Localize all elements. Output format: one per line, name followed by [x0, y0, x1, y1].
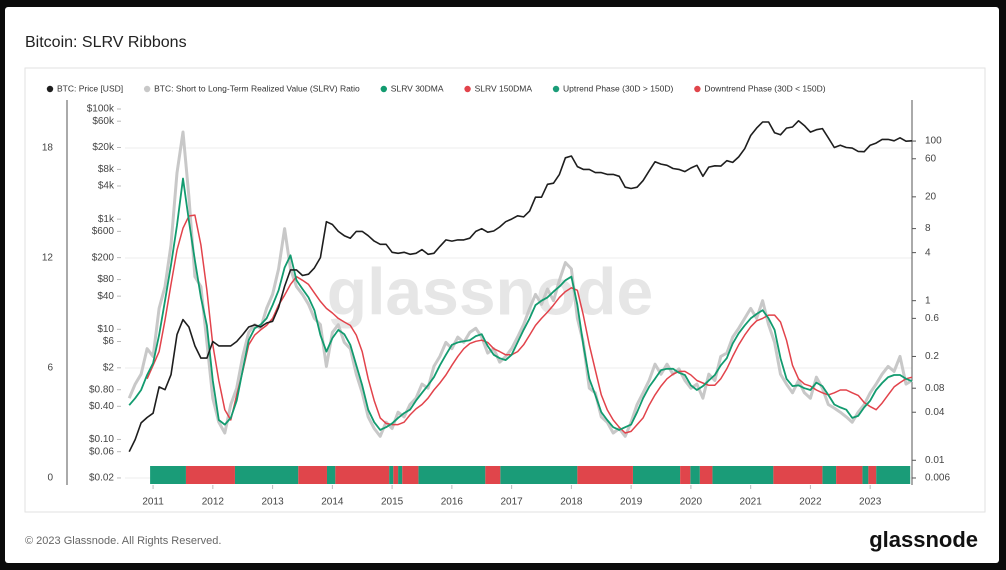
- legend-label: SLRV 150DMA: [475, 83, 533, 93]
- y-tick-label: $200: [92, 252, 115, 263]
- legend-marker: [143, 85, 151, 93]
- x-tick-label: 2023: [859, 497, 882, 508]
- phase-segment: [393, 466, 399, 484]
- x-tick-label: 2018: [560, 497, 583, 508]
- y-tick-label: $6: [103, 336, 115, 347]
- y3-tick-label: 6: [47, 363, 53, 374]
- phase-segment: [234, 466, 299, 484]
- y3-tick-label: 12: [42, 253, 54, 264]
- y-tick-label: $100k: [87, 104, 115, 115]
- phase-segment: [485, 466, 501, 484]
- y-tick-label: $8k: [98, 164, 115, 175]
- phase-segment: [500, 466, 578, 484]
- phase-segment: [862, 466, 869, 484]
- phase-segment: [298, 466, 327, 484]
- phase-segment: [335, 466, 390, 484]
- y2-tick-label: 0.006: [925, 473, 950, 484]
- chart: Bitcoin: SLRV Ribbons © 2023 Glassnode. …: [24, 34, 986, 552]
- x-tick-label: 2016: [441, 497, 464, 508]
- y2-tick-label: 0.08: [925, 383, 945, 394]
- x-tick-label: 2015: [381, 497, 404, 508]
- phase-segment: [185, 466, 235, 484]
- card: Bitcoin: SLRV Ribbons © 2023 Glassnode. …: [5, 7, 999, 563]
- series-line: [128, 120, 913, 453]
- phase-segment: [773, 466, 823, 484]
- y-tick-label: $10: [97, 324, 114, 335]
- y-tick-label: $0.80: [89, 384, 114, 395]
- y-tick-label: $2: [103, 362, 115, 373]
- phase-segment: [418, 466, 486, 484]
- phase-segment: [876, 466, 911, 484]
- legend-marker: [464, 85, 471, 93]
- x-tick-label: 2022: [799, 497, 822, 508]
- phase-segment: [632, 466, 681, 484]
- y-tick-label: $600: [92, 226, 115, 237]
- x-tick-label: 2019: [620, 497, 643, 508]
- logo: glassnode: [869, 527, 978, 552]
- legend-label: SLRV 30DMA: [391, 83, 444, 93]
- y-tick-label: $0.02: [89, 473, 114, 484]
- legend-label: Downtrend Phase (30D < 150D): [704, 83, 825, 93]
- y2-tick-label: 8: [925, 223, 931, 234]
- phase-segment: [690, 466, 700, 484]
- legend-marker: [694, 85, 701, 93]
- phase-segment: [398, 466, 403, 484]
- legend-marker: [380, 85, 387, 93]
- series-line: [128, 177, 913, 431]
- y3-tick-label: 18: [42, 143, 54, 154]
- series-line: [127, 130, 913, 438]
- y-tick-label: $1k: [98, 214, 115, 225]
- y2-tick-label: 0.2: [925, 351, 939, 362]
- y2-tick-label: 100: [925, 136, 942, 147]
- y-tick-label: $20k: [92, 142, 115, 153]
- y2-tick-label: 0.6: [925, 313, 939, 324]
- phase-segment: [822, 466, 837, 484]
- legend-label: Uptrend Phase (30D > 150D): [563, 83, 673, 93]
- legend-marker: [46, 85, 54, 93]
- y2-tick-label: 4: [925, 247, 931, 258]
- x-tick-label: 2011: [142, 497, 164, 508]
- phase-segment: [699, 466, 713, 484]
- series-line: [146, 214, 913, 434]
- x-tick-label: 2014: [321, 497, 344, 508]
- y-tick-label: $60k: [92, 116, 115, 127]
- footer: © 2023 Glassnode. All Rights Reserved.: [25, 535, 221, 547]
- phase-segment: [326, 466, 336, 484]
- y2-tick-label: 0.01: [925, 455, 945, 466]
- y-tick-label: $40: [97, 291, 114, 302]
- legend-label: BTC: Price [USD]: [57, 83, 123, 93]
- x-tick-label: 2017: [501, 497, 524, 508]
- phase-segment: [577, 466, 633, 484]
- y2-tick-label: 20: [925, 191, 937, 202]
- y3-tick-label: 0: [47, 473, 53, 484]
- y-tick-label: $0.06: [89, 446, 114, 457]
- phase-segment: [402, 466, 419, 484]
- y-tick-label: $80: [97, 274, 114, 285]
- x-tick-label: 2021: [740, 497, 763, 508]
- x-tick-label: 2013: [261, 497, 284, 508]
- phase-segment: [680, 466, 691, 484]
- y-tick-label: $4k: [98, 181, 115, 192]
- chart-title: Bitcoin: SLRV Ribbons: [25, 34, 187, 51]
- x-tick-label: 2012: [202, 497, 225, 508]
- watermark: glassnode: [327, 254, 653, 328]
- phase-segment: [868, 466, 877, 484]
- x-tick-label: 2020: [680, 497, 703, 508]
- chart-panel: [24, 67, 986, 513]
- y-tick-label: $0.10: [89, 434, 114, 445]
- phase-segment: [150, 466, 186, 484]
- legend-label: BTC: Short to Long-Term Realized Value (…: [154, 83, 360, 93]
- y2-tick-label: 1: [925, 295, 931, 306]
- phase-segment: [836, 466, 863, 484]
- phase-segment: [712, 466, 774, 484]
- y2-tick-label: 60: [925, 153, 937, 164]
- phase-segment: [389, 466, 394, 484]
- y2-tick-label: 0.04: [925, 407, 945, 418]
- legend-marker: [552, 85, 560, 93]
- y-tick-label: $0.40: [89, 401, 114, 412]
